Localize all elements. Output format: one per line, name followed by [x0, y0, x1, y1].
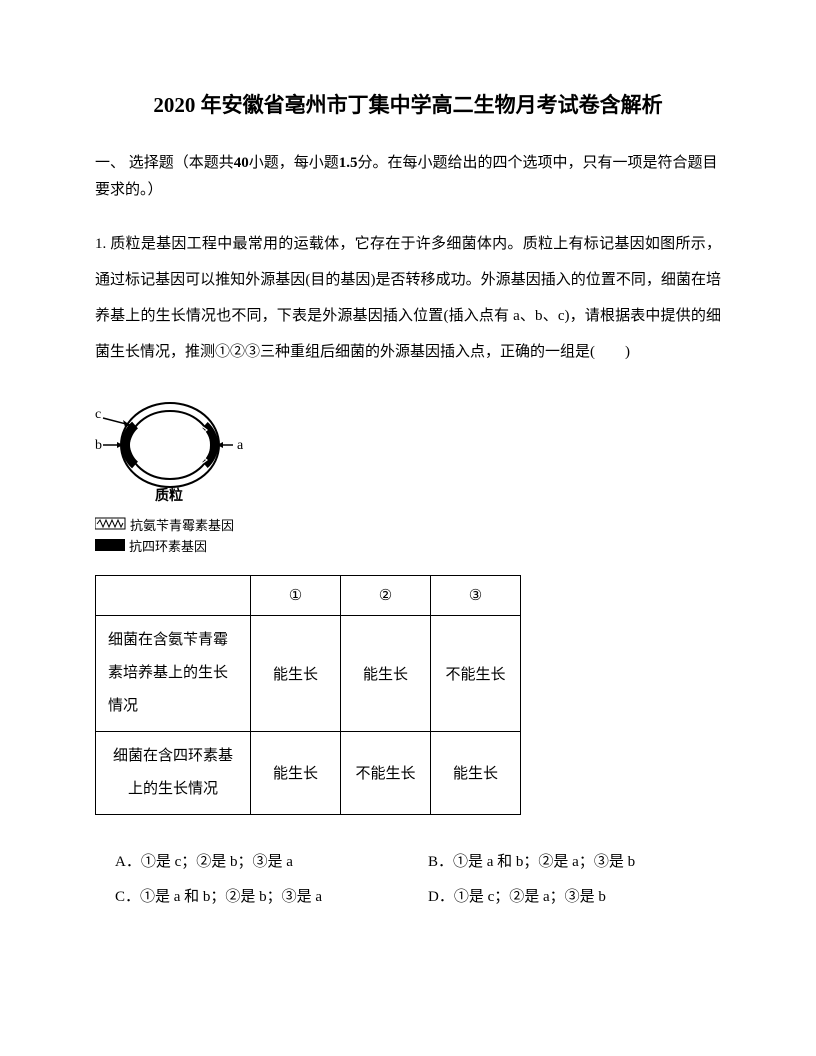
- option-d: D．①是 c；②是 a；③是 b: [428, 885, 721, 906]
- table-row: 细菌在含氨苄青霉素培养基上的生长情况 能生长 能生长 不能生长: [96, 615, 521, 731]
- legend-solid-icon: [95, 539, 125, 551]
- exam-title: 2020 年安徽省亳州市丁集中学高二生物月考试卷含解析: [95, 90, 721, 122]
- plasmid-svg: a b c 质粒: [95, 390, 255, 510]
- cell-2-1: 能生长: [251, 731, 341, 814]
- table-header-row: ① ② ③: [96, 575, 521, 615]
- legend-ampicillin: 抗氨苄青霉素基因: [95, 515, 255, 534]
- question-number: 1.: [95, 236, 106, 252]
- points-per-question: 1.5: [339, 155, 358, 171]
- plasmid-label: 质粒: [155, 487, 183, 504]
- legend-text-2: 抗四环素基因: [129, 536, 207, 555]
- label-b: b: [95, 438, 102, 453]
- option-c: C．①是 a 和 b；②是 b；③是 a: [115, 885, 408, 906]
- legend-tetracycline: 抗四环素基因: [95, 536, 255, 555]
- diagram-legend: 抗氨苄青霉素基因 抗四环素基因: [95, 515, 255, 555]
- header-col-3: ③: [431, 575, 521, 615]
- option-b: B．①是 a 和 b；②是 a；③是 b: [428, 850, 721, 871]
- label-a: a: [237, 438, 244, 453]
- legend-text-1: 抗氨苄青霉素基因: [130, 515, 234, 534]
- plasmid-diagram: a b c 质粒 抗氨苄青霉素基因 抗四环素基因: [95, 390, 255, 555]
- section-header: 一、 选择题（本题共40小题，每小题1.5分。在每小题给出的四个选项中，只有一项…: [95, 150, 721, 204]
- question-body: 质粒是基因工程中最常用的运载体，它存在于许多细菌体内。质粒上有标记基因如图所示，…: [95, 236, 721, 360]
- row-1-label: 细菌在含氨苄青霉素培养基上的生长情况: [96, 615, 251, 731]
- header-col-2: ②: [341, 575, 431, 615]
- label-c: c: [95, 407, 101, 422]
- question-1-text: 1. 质粒是基因工程中最常用的运载体，它存在于许多细菌体内。质粒上有标记基因如图…: [95, 226, 721, 370]
- header-col-1: ①: [251, 575, 341, 615]
- cell-1-3: 不能生长: [431, 615, 521, 731]
- section-mid: 小题，每小题: [249, 155, 339, 171]
- table-row: 细菌在含四环素基上的生长情况 能生长 不能生长 能生长: [96, 731, 521, 814]
- option-a: A．①是 c；②是 b；③是 a: [115, 850, 408, 871]
- cell-2-2: 不能生长: [341, 731, 431, 814]
- section-label: 一、 选择题（本题共: [95, 155, 234, 171]
- row-2-label: 细菌在含四环素基上的生长情况: [96, 731, 251, 814]
- cell-1-2: 能生长: [341, 615, 431, 731]
- header-empty: [96, 575, 251, 615]
- cell-2-3: 能生长: [431, 731, 521, 814]
- question-count: 40: [234, 155, 249, 171]
- answer-options: A．①是 c；②是 b；③是 a B．①是 a 和 b；②是 a；③是 b C．…: [95, 850, 721, 906]
- cell-1-1: 能生长: [251, 615, 341, 731]
- growth-table: ① ② ③ 细菌在含氨苄青霉素培养基上的生长情况 能生长 能生长 不能生长 细菌…: [95, 575, 521, 815]
